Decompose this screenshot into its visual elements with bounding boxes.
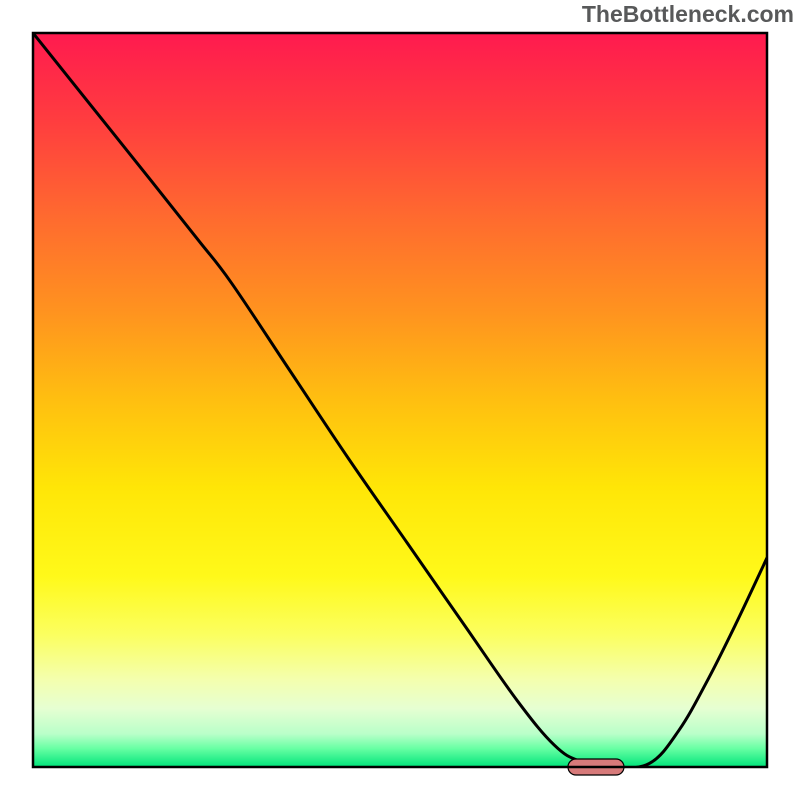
- chart-container: TheBottleneck.com: [0, 0, 800, 800]
- plot-background: [33, 33, 767, 767]
- bottleneck-curve-chart: [0, 0, 800, 800]
- watermark-text: TheBottleneck.com: [582, 1, 794, 28]
